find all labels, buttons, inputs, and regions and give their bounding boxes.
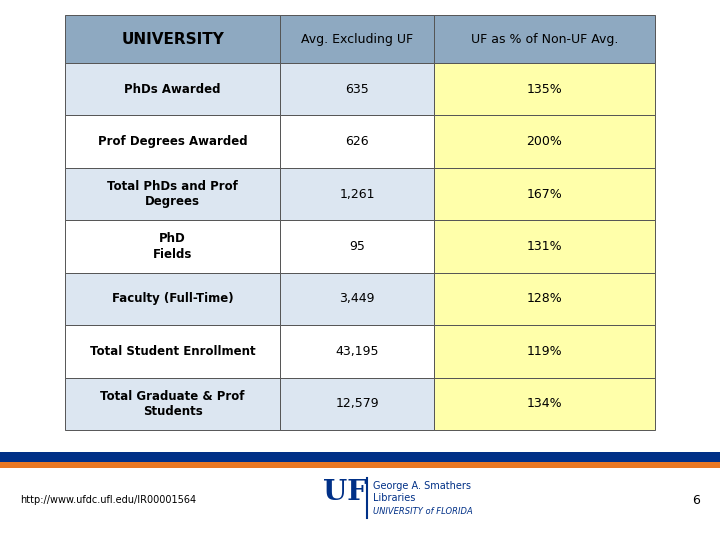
Text: Faculty (Full-Time): Faculty (Full-Time) bbox=[112, 293, 233, 306]
Text: 12,579: 12,579 bbox=[336, 397, 379, 410]
Text: Total PhDs and Prof
Degrees: Total PhDs and Prof Degrees bbox=[107, 180, 238, 208]
Text: http://www.ufdc.ufl.edu/IR00001564: http://www.ufdc.ufl.edu/IR00001564 bbox=[20, 495, 196, 505]
Bar bbox=[65, 220, 280, 273]
Bar bbox=[280, 377, 433, 430]
Bar bbox=[433, 377, 655, 430]
Bar bbox=[280, 273, 433, 325]
Text: Prof Degrees Awarded: Prof Degrees Awarded bbox=[98, 135, 248, 148]
Bar bbox=[280, 116, 433, 168]
Text: 119%: 119% bbox=[526, 345, 562, 358]
Text: 128%: 128% bbox=[526, 293, 562, 306]
Text: 3,449: 3,449 bbox=[339, 293, 375, 306]
Bar bbox=[65, 325, 280, 377]
Bar bbox=[280, 325, 433, 377]
Text: 635: 635 bbox=[345, 83, 369, 96]
Bar bbox=[433, 325, 655, 377]
Bar bbox=[433, 116, 655, 168]
Bar bbox=[433, 220, 655, 273]
Bar bbox=[0, 452, 720, 462]
Text: 43,195: 43,195 bbox=[336, 345, 379, 358]
Text: 167%: 167% bbox=[526, 187, 562, 200]
Bar bbox=[0, 462, 720, 468]
Bar bbox=[65, 63, 280, 116]
Bar bbox=[65, 168, 280, 220]
Text: 134%: 134% bbox=[526, 397, 562, 410]
Text: PhDs Awarded: PhDs Awarded bbox=[125, 83, 221, 96]
Text: Avg. Excluding UF: Avg. Excluding UF bbox=[301, 32, 413, 45]
Bar bbox=[280, 220, 433, 273]
Bar bbox=[433, 63, 655, 116]
Text: UF: UF bbox=[323, 478, 367, 505]
Text: Libraries: Libraries bbox=[373, 493, 415, 503]
Text: 95: 95 bbox=[349, 240, 365, 253]
Text: 1,261: 1,261 bbox=[339, 187, 375, 200]
Text: George A. Smathers: George A. Smathers bbox=[373, 481, 471, 491]
Text: 135%: 135% bbox=[526, 83, 562, 96]
Text: 626: 626 bbox=[345, 135, 369, 148]
Bar bbox=[65, 15, 280, 63]
Text: 6: 6 bbox=[692, 494, 700, 507]
Bar bbox=[65, 116, 280, 168]
Text: Total Student Enrollment: Total Student Enrollment bbox=[90, 345, 256, 358]
Bar bbox=[280, 63, 433, 116]
Text: 131%: 131% bbox=[526, 240, 562, 253]
Bar bbox=[65, 377, 280, 430]
Bar bbox=[433, 15, 655, 63]
Text: UNIVERSITY of FLORIDA: UNIVERSITY of FLORIDA bbox=[373, 507, 473, 516]
Bar bbox=[280, 168, 433, 220]
Bar bbox=[280, 15, 433, 63]
Text: 200%: 200% bbox=[526, 135, 562, 148]
Text: UF as % of Non-UF Avg.: UF as % of Non-UF Avg. bbox=[471, 32, 618, 45]
Bar bbox=[433, 168, 655, 220]
Bar bbox=[65, 273, 280, 325]
Text: UNIVERSITY: UNIVERSITY bbox=[121, 31, 224, 46]
Text: PhD
Fields: PhD Fields bbox=[153, 233, 192, 260]
Text: Total Graduate & Prof
Students: Total Graduate & Prof Students bbox=[100, 390, 245, 418]
Bar bbox=[433, 273, 655, 325]
